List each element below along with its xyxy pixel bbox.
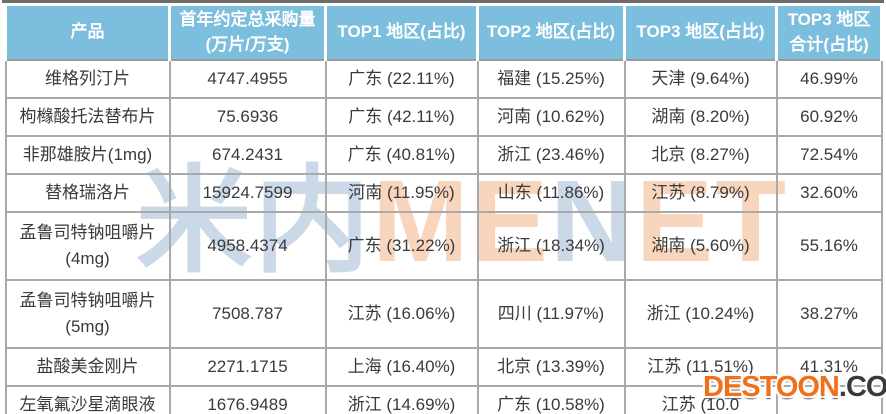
top2-cell: 北京 (13.39%) xyxy=(476,347,626,387)
product-cell: 盐酸美金刚片 xyxy=(4,347,171,387)
total-cell: 46.99% xyxy=(775,59,883,99)
col-header-line: TOP3 地区 xyxy=(787,9,871,29)
table-row: 孟鲁司特钠咀嚼片 (4mg) 4958.4374 广东 (31.22%) 浙江 … xyxy=(4,211,883,281)
top3-cell: 北京 (8.27%) xyxy=(623,135,778,175)
volume-cell: 4958.4374 xyxy=(168,211,327,281)
volume-cell: 7508.787 xyxy=(168,279,327,349)
col-header-line: 合计(占比) xyxy=(789,34,869,54)
top1-cell: 上海 (16.40%) xyxy=(324,347,479,387)
top1-cell: 广东 (42.11%) xyxy=(324,97,479,137)
col-header-top1: TOP1 地区(占比) xyxy=(324,3,479,61)
header-row: 产品 首年约定总采购量 (万片/万支) TOP1 地区(占比) TOP2 地区(… xyxy=(4,3,883,61)
table-row: 左氧氟沙星滴眼液 1676.9489 浙江 (14.69%) 广东 (10.58… xyxy=(4,385,883,414)
table-row: 维格列汀片 4747.4955 广东 (22.11%) 福建 (15.25%) … xyxy=(4,59,883,99)
top2-cell: 四川 (11.97%) xyxy=(476,279,626,349)
col-header-product: 产品 xyxy=(4,3,171,61)
product-cell: 孟鲁司特钠咀嚼片 (4mg) xyxy=(4,211,171,281)
table-row: 枸橼酸托法替布片 75.6936 广东 (42.11%) 河南 (10.62%)… xyxy=(4,97,883,137)
col-header-top3-total: TOP3 地区 合计(占比) xyxy=(775,3,883,61)
product-cell: 替格瑞洛片 xyxy=(4,173,171,213)
top1-cell: 河南 (11.95%) xyxy=(324,173,479,213)
top2-cell: 河南 (10.62%) xyxy=(476,97,626,137)
total-cell: 41.31% xyxy=(775,347,883,387)
col-header-line: TOP1 地区(占比) xyxy=(337,22,466,42)
col-header-line: TOP2 地区(占比) xyxy=(486,22,616,42)
product-cell: 枸橼酸托法替布片 xyxy=(4,97,171,137)
top2-cell: 浙江 (23.46%) xyxy=(476,135,626,175)
volume-cell: 1676.9489 xyxy=(168,385,327,414)
total-cell: 72.54% xyxy=(775,135,883,175)
top2-cell: 山东 (11.86%) xyxy=(476,173,626,213)
total-cell xyxy=(775,385,883,414)
product-cell: 维格列汀片 xyxy=(4,59,171,99)
total-cell: 38.27% xyxy=(775,279,883,349)
col-header-line: 产品 xyxy=(70,22,105,42)
top2-cell: 浙江 (18.34%) xyxy=(476,211,626,281)
volume-cell: 15924.7599 xyxy=(168,173,327,213)
table-row: 非那雄胺片(1mg) 674.2431 广东 (40.81%) 浙江 (23.4… xyxy=(4,135,883,175)
volume-cell: 75.6936 xyxy=(168,97,327,137)
col-header-line: 首年约定总采购量 xyxy=(179,9,316,29)
col-header-volume: 首年约定总采购量 (万片/万支) xyxy=(168,3,327,61)
top3-cell: 天津 (9.64%) xyxy=(623,59,778,99)
product-cell: 孟鲁司特钠咀嚼片 (5mg) xyxy=(4,279,171,349)
total-cell: 55.16% xyxy=(775,211,883,281)
table-row: 替格瑞洛片 15924.7599 河南 (11.95%) 山东 (11.86%)… xyxy=(4,173,883,213)
table-row: 盐酸美金刚片 2271.1715 上海 (16.40%) 北京 (13.39%)… xyxy=(4,347,883,387)
col-header-top3: TOP3 地区(占比) xyxy=(623,3,778,61)
top1-cell: 江苏 (16.06%) xyxy=(324,279,479,349)
top3-cell: 湖南 (5.60%) xyxy=(623,211,778,281)
col-header-line: (万片/万支) xyxy=(205,34,290,54)
col-header-line: TOP3 地区(占比) xyxy=(636,22,765,42)
product-cell: 非那雄胺片(1mg) xyxy=(4,135,171,175)
table-row: 孟鲁司特钠咀嚼片 (5mg) 7508.787 江苏 (16.06%) 四川 (… xyxy=(4,279,883,349)
volume-cell: 2271.1715 xyxy=(168,347,327,387)
top1-cell: 浙江 (14.69%) xyxy=(324,385,479,414)
top1-cell: 广东 (40.81%) xyxy=(324,135,479,175)
volume-cell: 674.2431 xyxy=(168,135,327,175)
volume-cell: 4747.4955 xyxy=(168,59,327,99)
total-cell: 60.92% xyxy=(775,97,883,137)
top1-cell: 广东 (22.11%) xyxy=(324,59,479,99)
product-cell: 左氧氟沙星滴眼液 xyxy=(4,385,171,414)
top3-cell: 江苏 (10.0 xyxy=(623,385,778,414)
top3-cell: 江苏 (11.51%) xyxy=(623,347,778,387)
table-top-rule xyxy=(2,0,884,3)
total-cell: 32.60% xyxy=(775,173,883,213)
top3-cell: 浙江 (10.24%) xyxy=(623,279,778,349)
top2-cell: 广东 (10.58%) xyxy=(476,385,626,414)
col-header-top2: TOP2 地区(占比) xyxy=(476,3,626,61)
top2-cell: 福建 (15.25%) xyxy=(476,59,626,99)
top1-cell: 广东 (31.22%) xyxy=(324,211,479,281)
top3-cell: 江苏 (8.79%) xyxy=(623,173,778,213)
top3-cell: 湖南 (8.20%) xyxy=(623,97,778,137)
procurement-table: 产品 首年约定总采购量 (万片/万支) TOP1 地区(占比) TOP2 地区(… xyxy=(4,3,883,414)
